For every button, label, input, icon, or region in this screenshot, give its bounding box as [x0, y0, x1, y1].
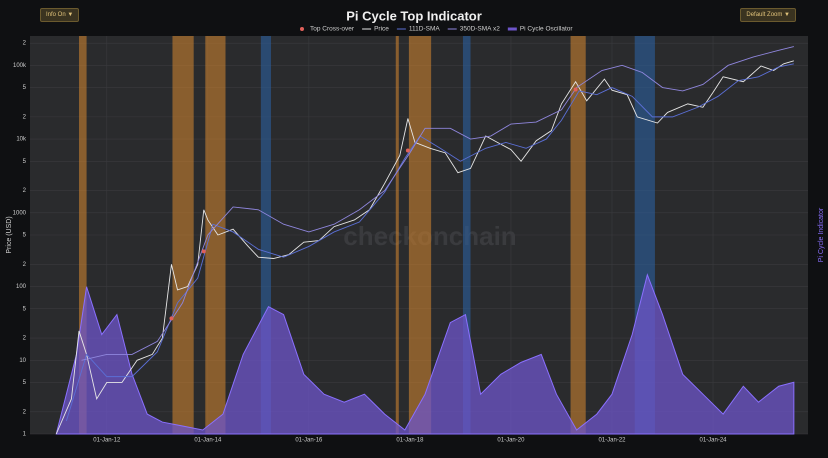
shaded-range	[205, 36, 226, 434]
x-tick-label: 01-Jan-12	[93, 438, 121, 444]
y-tick-label: 2	[23, 262, 27, 268]
y-tick-label: 2	[23, 114, 27, 120]
y-tick-label: 100k	[13, 63, 27, 69]
y-tick-label: 100	[16, 284, 27, 290]
shaded-range	[172, 36, 194, 434]
x-tick-label: 01-Jan-22	[598, 438, 626, 444]
shaded-range	[408, 36, 432, 434]
legend-symbol	[300, 27, 304, 31]
y-tick-label: 5	[23, 380, 27, 386]
y-tick-label: 1	[23, 432, 27, 438]
y-tick-label: 10k	[16, 137, 27, 143]
shaded-range	[462, 36, 471, 434]
x-tick-label: 01-Jan-14	[194, 438, 222, 444]
x-tick-label: 01-Jan-16	[295, 438, 323, 444]
shaded-range	[260, 36, 271, 434]
y-tick-label: 10	[19, 358, 26, 364]
crossover-point	[201, 249, 206, 254]
zoom-menu[interactable]: Default Zoom ▼	[740, 8, 796, 22]
series-line	[81, 46, 794, 361]
y-axis-title: Price (USD)	[6, 216, 13, 253]
y-tick-label: 2	[23, 188, 27, 194]
y-tick-label: 2	[23, 41, 27, 47]
x-tick-label: 01-Jan-24	[700, 438, 728, 444]
y-tick-label: 2	[23, 409, 27, 415]
legend-label: Price	[374, 26, 389, 33]
info-toggle[interactable]: Info On ▼	[40, 8, 80, 22]
legend-label: Pi Cycle Oscillator	[520, 26, 574, 33]
x-tick-label: 01-Jan-18	[396, 438, 424, 444]
series-line	[65, 63, 794, 422]
y-tick-label: 2	[23, 336, 27, 342]
y-tick-label: 5	[23, 159, 27, 165]
y2-axis-title: Pi Cycle Indicator	[818, 207, 825, 262]
x-tick-label: 01-Jan-20	[497, 438, 525, 444]
oscillator-area	[55, 273, 795, 435]
legend-label: 350D-SMA x2	[460, 26, 500, 33]
crossover-point	[405, 148, 410, 153]
shaded-range	[570, 36, 586, 434]
shaded-range	[395, 36, 399, 434]
y-tick-label: 5	[23, 306, 27, 312]
crossover-point	[169, 316, 174, 321]
series-line	[55, 60, 794, 435]
y-tick-label: 1000	[13, 210, 27, 216]
y-tick-label: 5	[23, 85, 27, 91]
crossover-point	[573, 87, 578, 92]
chart-title: Pi Cycle Top Indicator	[346, 8, 482, 23]
legend-label: Top Cross-over	[310, 26, 355, 33]
legend-label: 111D-SMA	[409, 26, 440, 33]
shaded-range	[79, 36, 87, 434]
y-tick-label: 5	[23, 233, 27, 239]
